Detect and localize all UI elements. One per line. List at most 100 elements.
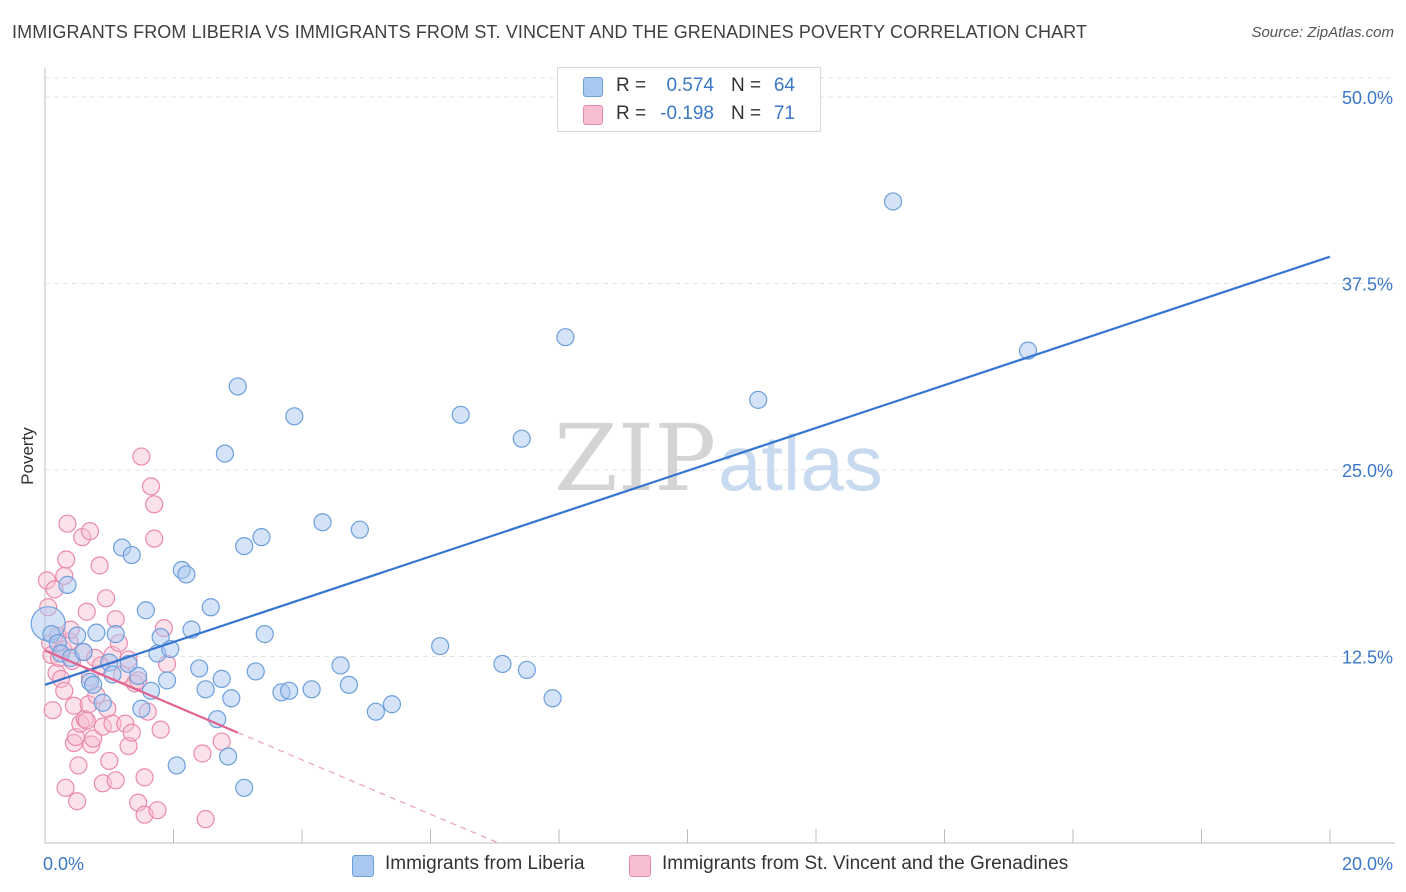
- source-label: Source: ZipAtlas.com: [1251, 24, 1394, 41]
- n-label: N =: [731, 103, 762, 124]
- data-point-svg: [68, 792, 87, 811]
- y-tick-label: 50.0%: [1342, 88, 1393, 108]
- legend-label-liberia: Immigrants from Liberia: [385, 853, 585, 874]
- correlation-legend: R = 0.574 N = 64 R = -0.198 N = 71: [557, 67, 821, 132]
- data-point-liberia: [228, 377, 247, 396]
- data-point-svg: [77, 602, 96, 621]
- data-point-svg: [196, 810, 215, 829]
- data-point-liberia: [255, 625, 274, 644]
- data-point-liberia: [58, 575, 77, 594]
- data-point-liberia: [222, 689, 241, 708]
- data-point-liberia: [208, 710, 227, 729]
- x-tick-label: 0.0%: [43, 854, 84, 874]
- data-point-liberia: [201, 598, 220, 617]
- data-point-svg: [69, 756, 88, 775]
- data-point-svg: [90, 556, 109, 575]
- data-point-svg: [116, 714, 135, 733]
- data-point-liberia: [493, 654, 512, 674]
- data-point-svg: [56, 778, 75, 797]
- data-point-liberia: [543, 689, 562, 708]
- y-tick-label: 12.5%: [1342, 648, 1393, 668]
- data-point-liberia: [883, 192, 903, 211]
- data-point-liberia: [129, 666, 148, 685]
- series-liberia-points: [30, 192, 1038, 797]
- data-point-liberia: [177, 565, 196, 584]
- trend-line-svg-extrapolated: [237, 732, 499, 844]
- n-value: 71: [773, 103, 795, 124]
- data-point-liberia: [246, 662, 265, 681]
- grid-lines: [45, 77, 1395, 657]
- data-point-svg: [58, 514, 77, 533]
- data-point-liberia: [517, 660, 536, 680]
- data-point-svg: [148, 801, 167, 820]
- trend-line-svg: [44, 649, 239, 734]
- data-point-svg: [106, 771, 125, 790]
- data-point-svg: [135, 768, 154, 787]
- r-value: 0.574: [666, 75, 714, 96]
- data-point-liberia: [215, 444, 234, 463]
- series-svg-points: [37, 447, 231, 829]
- data-point-svg: [57, 550, 76, 569]
- data-point-liberia: [280, 681, 299, 700]
- data-point-liberia: [106, 625, 125, 644]
- trend-lines: [44, 255, 1331, 844]
- data-point-liberia: [431, 636, 450, 656]
- data-point-liberia: [190, 659, 209, 678]
- data-point-svg: [64, 696, 84, 715]
- data-point-liberia: [512, 429, 531, 448]
- data-point-svg: [151, 720, 170, 739]
- data-point-liberia: [350, 520, 369, 539]
- data-point-svg: [145, 495, 164, 514]
- data-point-liberia: [87, 623, 106, 642]
- data-point-svg: [80, 522, 100, 541]
- legend-swatch-blue: [583, 77, 603, 97]
- data-point-liberia: [302, 680, 321, 699]
- data-point-svg: [193, 744, 212, 763]
- data-point-liberia: [84, 675, 103, 694]
- data-point-liberia: [136, 601, 155, 620]
- data-point-liberia: [74, 642, 93, 662]
- legend-swatch-blue: [352, 855, 374, 877]
- legend-swatch-pink: [583, 105, 603, 125]
- data-point-svg: [77, 711, 96, 730]
- data-point-liberia: [119, 654, 138, 674]
- data-point-svg: [141, 477, 161, 496]
- r-label: R =: [616, 103, 647, 124]
- data-point-svg: [132, 447, 151, 466]
- data-point-svg: [100, 751, 119, 771]
- data-point-liberia: [313, 513, 332, 532]
- y-tick-label: 37.5%: [1342, 275, 1393, 295]
- trend-line-liberia: [44, 255, 1331, 686]
- data-point-liberia: [235, 536, 254, 556]
- watermark-zip: ZIP: [554, 405, 716, 512]
- data-point-liberia: [157, 671, 177, 690]
- legend-row-svg: R = -0.198 N = 71: [558, 100, 820, 128]
- x-tick-label: 20.0%: [1342, 854, 1393, 874]
- legend-label-svg: Immigrants from St. Vincent and the Gren…: [662, 853, 1069, 874]
- data-point-liberia: [451, 405, 470, 424]
- data-point-liberia: [122, 545, 141, 565]
- y-tick-label: 25.0%: [1342, 461, 1393, 481]
- data-point-liberia: [366, 702, 385, 721]
- data-point-liberia: [382, 695, 402, 714]
- data-point-liberia: [285, 407, 304, 426]
- data-point-liberia: [167, 756, 186, 775]
- data-point-svg: [145, 529, 164, 548]
- data-point-liberia: [68, 626, 87, 645]
- data-point-svg: [122, 723, 141, 742]
- tick-labels: 12.5% 25.0% 37.5% 50.0% 0.0% 20.0%: [43, 88, 1393, 874]
- r-value: -0.198: [660, 103, 714, 124]
- data-point-liberia: [252, 528, 271, 547]
- legend-swatch-pink: [629, 855, 651, 877]
- data-point-liberia: [339, 675, 359, 694]
- data-point-svg: [43, 701, 62, 720]
- data-point-liberia: [556, 328, 575, 347]
- data-point-liberia: [235, 778, 254, 797]
- data-point-liberia: [196, 680, 215, 699]
- data-point-liberia: [749, 390, 768, 409]
- data-point-liberia: [132, 699, 151, 718]
- watermark: ZIP atlas: [554, 405, 883, 512]
- data-point-svg: [103, 714, 122, 733]
- legend-row-liberia: R = 0.574 N = 64: [558, 72, 820, 100]
